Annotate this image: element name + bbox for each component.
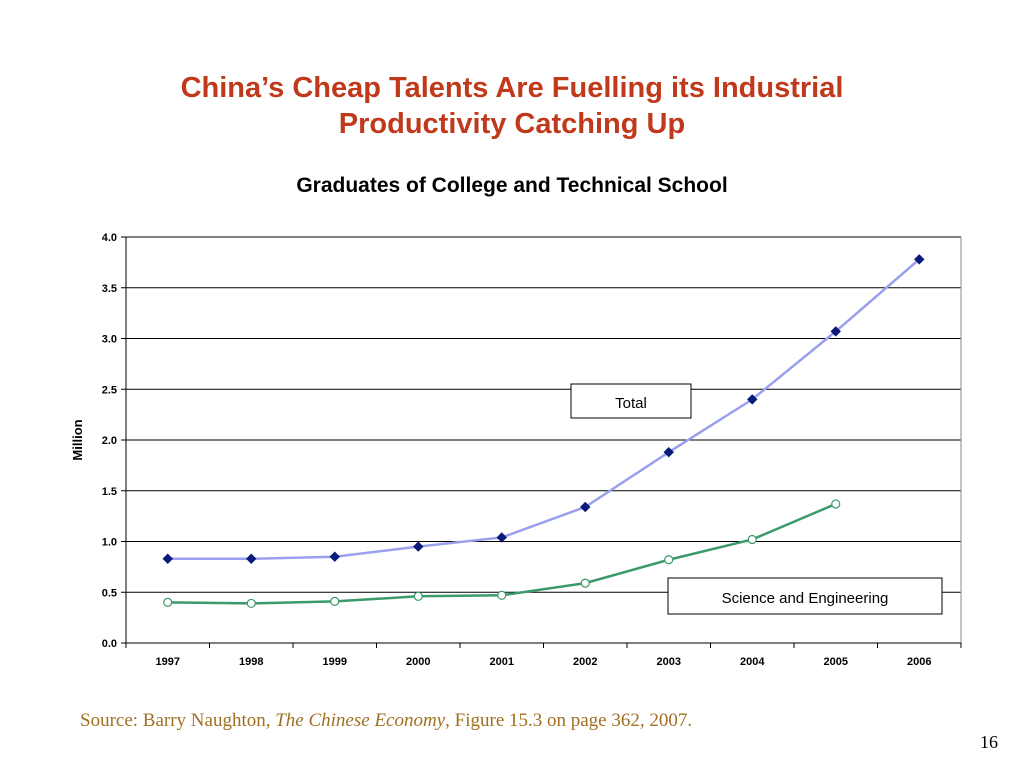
- callout-science: Science and Engineering: [667, 577, 943, 615]
- x-tick-label: 2001: [490, 656, 514, 668]
- y-tick-label: 2.0: [102, 435, 117, 447]
- chart-title: Graduates of College and Technical Schoo…: [296, 174, 728, 197]
- data-point: [330, 596, 340, 606]
- x-tick-label: 2003: [657, 656, 681, 668]
- series-science-engineering: [163, 499, 841, 609]
- y-tick-label: 4.0: [102, 232, 117, 244]
- y-tick-label: 3.0: [102, 334, 117, 346]
- x-tick-label: 2006: [907, 656, 931, 668]
- y-tick-labels: 0.0 0.5 1.0 1.5 2.0 2.5 3.0 3.5 4.0: [102, 232, 117, 650]
- x-tick-label: 2005: [824, 656, 848, 668]
- data-point: [163, 597, 173, 608]
- x-tick-label: 2004: [740, 656, 765, 668]
- data-point: [413, 541, 424, 552]
- series-group: [162, 254, 925, 609]
- source-citation: Source: Barry Naughton, The Chinese Econ…: [80, 710, 692, 732]
- data-point: [246, 598, 256, 609]
- series-line: [167, 258, 921, 561]
- data-point: [162, 553, 173, 564]
- y-tick-label: 2.5: [102, 384, 117, 396]
- y-tick-label: 1.5: [102, 486, 117, 498]
- data-point: [496, 532, 507, 543]
- y-axis-title: Million: [70, 419, 85, 460]
- data-point: [747, 534, 757, 545]
- source-suffix: , Figure 15.3 on page 362, 2007.: [445, 710, 693, 731]
- y-tick-label: 0.0: [102, 638, 117, 650]
- data-point: [329, 551, 340, 562]
- x-tick-labels: 1997 1998 1999 2000 2001 2002 2003 2004 2005 2006: [156, 656, 932, 668]
- y-tick-label: 1.0: [102, 537, 117, 549]
- data-point: [747, 394, 758, 405]
- x-tick-label: 2000: [406, 656, 430, 668]
- source-book-title: The Chinese Economy: [275, 710, 446, 731]
- slide-title: China’s Cheap Talents Are Fuelling its I…: [112, 70, 912, 142]
- axes: [121, 236, 962, 648]
- data-point: [664, 555, 674, 565]
- data-point: [914, 254, 925, 265]
- data-point: [413, 591, 423, 601]
- source-prefix: Source: Barry Naughton,: [80, 710, 276, 731]
- x-tick-label: 1998: [239, 656, 263, 668]
- slide-title-line-1: China’s Cheap Talents Are Fuelling its I…: [180, 72, 844, 104]
- callout-total-label: Total: [615, 395, 647, 412]
- callout-total: Total: [570, 383, 692, 419]
- data-point: [831, 499, 841, 509]
- data-point: [830, 326, 841, 337]
- grid-lines: [126, 236, 961, 593]
- slide-title-line-2: Productivity Catching Up: [338, 108, 686, 140]
- y-tick-label: 3.5: [102, 283, 117, 295]
- y-tick-label: 0.5: [102, 587, 117, 599]
- data-point: [497, 590, 507, 600]
- series-total: [162, 254, 925, 564]
- x-tick-label: 2002: [573, 656, 597, 668]
- x-tick-label: 1997: [156, 656, 180, 668]
- data-point: [246, 553, 257, 564]
- page-number: 16: [980, 732, 998, 752]
- data-point: [663, 446, 674, 458]
- x-tick-label: 1999: [323, 656, 347, 668]
- data-point: [580, 578, 590, 588]
- callout-science-label: Science and Engineering: [722, 590, 889, 607]
- line-chart: 0.0 0.5 1.0 1.5 2.0 2.5 3.0 3.5 4.0 1997 1998 1999…: [70, 232, 962, 668]
- data-point: [580, 501, 591, 513]
